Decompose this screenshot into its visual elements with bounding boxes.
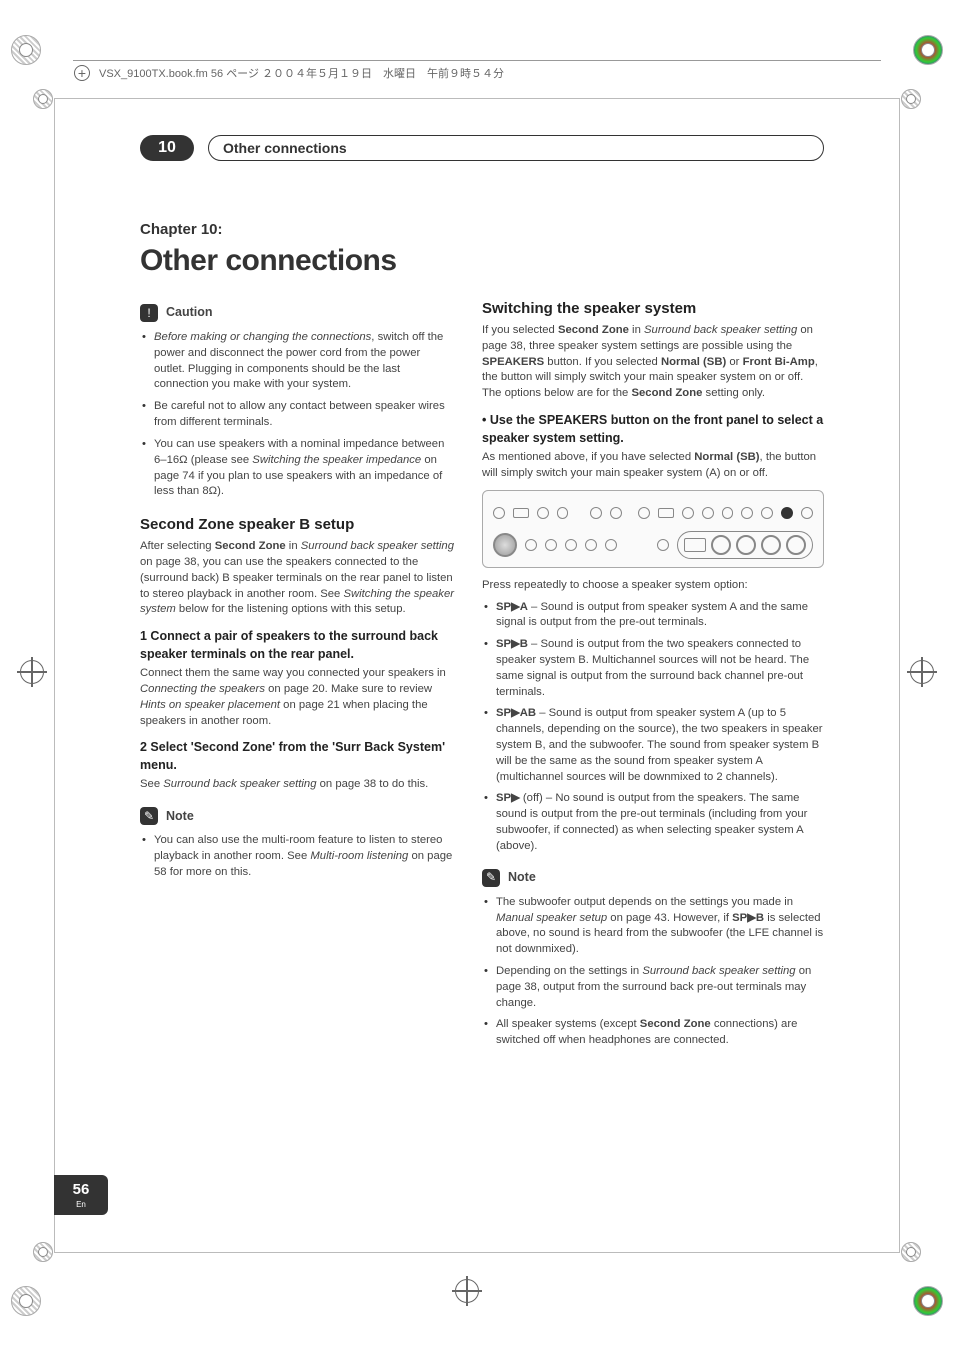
- note-item: Depending on the settings in Surround ba…: [482, 964, 824, 1011]
- corner-ornament-tl-inner: [30, 86, 56, 112]
- caution-item: Before making or changing the connection…: [140, 330, 454, 393]
- diagram-button: [741, 507, 753, 519]
- target-icon: [73, 64, 91, 82]
- column-left: ! Caution Before making or changing the …: [140, 298, 454, 1055]
- caution-item: Be careful not to allow any contact betw…: [140, 399, 454, 431]
- diagram-button: [702, 507, 714, 519]
- chapter-badge-row: 10 Other connections: [140, 135, 824, 161]
- diagram-control-group: [677, 531, 813, 559]
- page-lang: En: [76, 1200, 86, 1209]
- content-area: 10 Other connections Chapter 10: Other c…: [140, 135, 824, 1055]
- note-heading-left: ✎ Note: [140, 807, 454, 825]
- page-number-badge: 56 En: [54, 1175, 108, 1215]
- chapter-number-badge: 10: [140, 135, 194, 161]
- diagram-button: [682, 507, 694, 519]
- note-icon: ✎: [482, 869, 500, 887]
- section-heading-second-zone: Second Zone speaker B setup: [140, 514, 454, 535]
- column-right: Switching the speaker system If you sele…: [482, 298, 824, 1055]
- diagram-led: [493, 507, 505, 519]
- diagram-dial: [786, 535, 806, 555]
- speaker-options-list: SP▶A – Sound is output from speaker syst…: [482, 600, 824, 855]
- diagram-button: [590, 507, 602, 519]
- diagram-button: [610, 507, 622, 519]
- note-label: Note: [166, 808, 194, 826]
- diagram-display: [513, 508, 529, 518]
- page-header: VSX_9100TX.book.fm 56 ページ ２００４年５月１９日 水曜日…: [73, 60, 881, 82]
- note-list-right: The subwoofer output depends on the sett…: [482, 895, 824, 1049]
- device-front-panel-diagram: [482, 490, 824, 568]
- paragraph: If you selected Second Zone in Surround …: [482, 323, 824, 402]
- registration-mark-right: [910, 660, 934, 684]
- note-list-left: You can also use the multi-room feature …: [140, 833, 454, 880]
- caution-label: Caution: [166, 304, 213, 322]
- registration-mark-bottom: [455, 1279, 479, 1303]
- list-item: SP▶A – Sound is output from speaker syst…: [482, 600, 824, 632]
- corner-ornament-tl: [6, 30, 46, 70]
- diagram-button: [761, 507, 773, 519]
- corner-ornament-bl: [6, 1281, 46, 1321]
- caution-list: Before making or changing the connection…: [140, 330, 454, 500]
- note-label: Note: [508, 869, 536, 887]
- diagram-jack: [605, 539, 617, 551]
- paragraph: See Surround back speaker setting on pag…: [140, 777, 454, 793]
- list-item: SP▶ (off) – No sound is output from the …: [482, 791, 824, 854]
- corner-ornament-tr: [908, 30, 948, 70]
- corner-ornament-bl-inner: [30, 1239, 56, 1265]
- diagram-jack: [525, 539, 537, 551]
- note-item: The subwoofer output depends on the sett…: [482, 895, 824, 958]
- list-item: SP▶B – Sound is output from the two spea…: [482, 637, 824, 700]
- header-text: VSX_9100TX.book.fm 56 ページ ２００４年５月１９日 水曜日…: [99, 65, 504, 81]
- chapter-title-bar: Other connections: [208, 135, 824, 161]
- registration-mark-left: [20, 660, 44, 684]
- diagram-jack: [545, 539, 557, 551]
- diagram-button: [638, 507, 650, 519]
- diagram-button: [557, 507, 569, 519]
- step-heading-1: 1 Connect a pair of speakers to the surr…: [140, 628, 454, 663]
- chapter-main-title: Other connections: [140, 244, 824, 278]
- diagram-display: [658, 508, 674, 518]
- chapter-heading: Chapter 10:: [140, 221, 824, 238]
- section-heading-switching: Switching the speaker system: [482, 298, 824, 319]
- step-heading-2: 2 Select 'Second Zone' from the 'Surr Ba…: [140, 739, 454, 774]
- paragraph: As mentioned above, if you have selected…: [482, 450, 824, 482]
- note-item: All speaker systems (except Second Zone …: [482, 1017, 824, 1049]
- diagram-speakers-button: [781, 507, 793, 519]
- diagram-knob: [493, 533, 517, 557]
- diagram-button: [722, 507, 734, 519]
- columns: ! Caution Before making or changing the …: [140, 298, 824, 1055]
- diagram-jack: [585, 539, 597, 551]
- diagram-display: [684, 538, 706, 552]
- paragraph: Connect them the same way you connected …: [140, 666, 454, 729]
- press-line: Press repeatedly to choose a speaker sys…: [482, 578, 824, 594]
- corner-ornament-br-inner: [898, 1239, 924, 1265]
- corner-ornament-tr-inner: [898, 86, 924, 112]
- caution-item: You can use speakers with a nominal impe…: [140, 437, 454, 500]
- corner-ornament-br: [908, 1281, 948, 1321]
- diagram-dial: [736, 535, 756, 555]
- caution-icon: !: [140, 304, 158, 322]
- caution-heading: ! Caution: [140, 304, 454, 322]
- instruction-heading: • Use the SPEAKERS button on the front p…: [482, 412, 824, 447]
- diagram-button: [537, 507, 549, 519]
- diagram-dial: [711, 535, 731, 555]
- page-number: 56: [73, 1181, 90, 1198]
- diagram-button: [657, 539, 669, 551]
- note-item: You can also use the multi-room feature …: [140, 833, 454, 880]
- diagram-led: [801, 507, 813, 519]
- diagram-dial: [761, 535, 781, 555]
- paragraph: After selecting Second Zone in Surround …: [140, 539, 454, 618]
- note-icon: ✎: [140, 807, 158, 825]
- list-item: SP▶AB – Sound is output from speaker sys…: [482, 706, 824, 785]
- diagram-jack: [565, 539, 577, 551]
- note-heading-right: ✎ Note: [482, 869, 824, 887]
